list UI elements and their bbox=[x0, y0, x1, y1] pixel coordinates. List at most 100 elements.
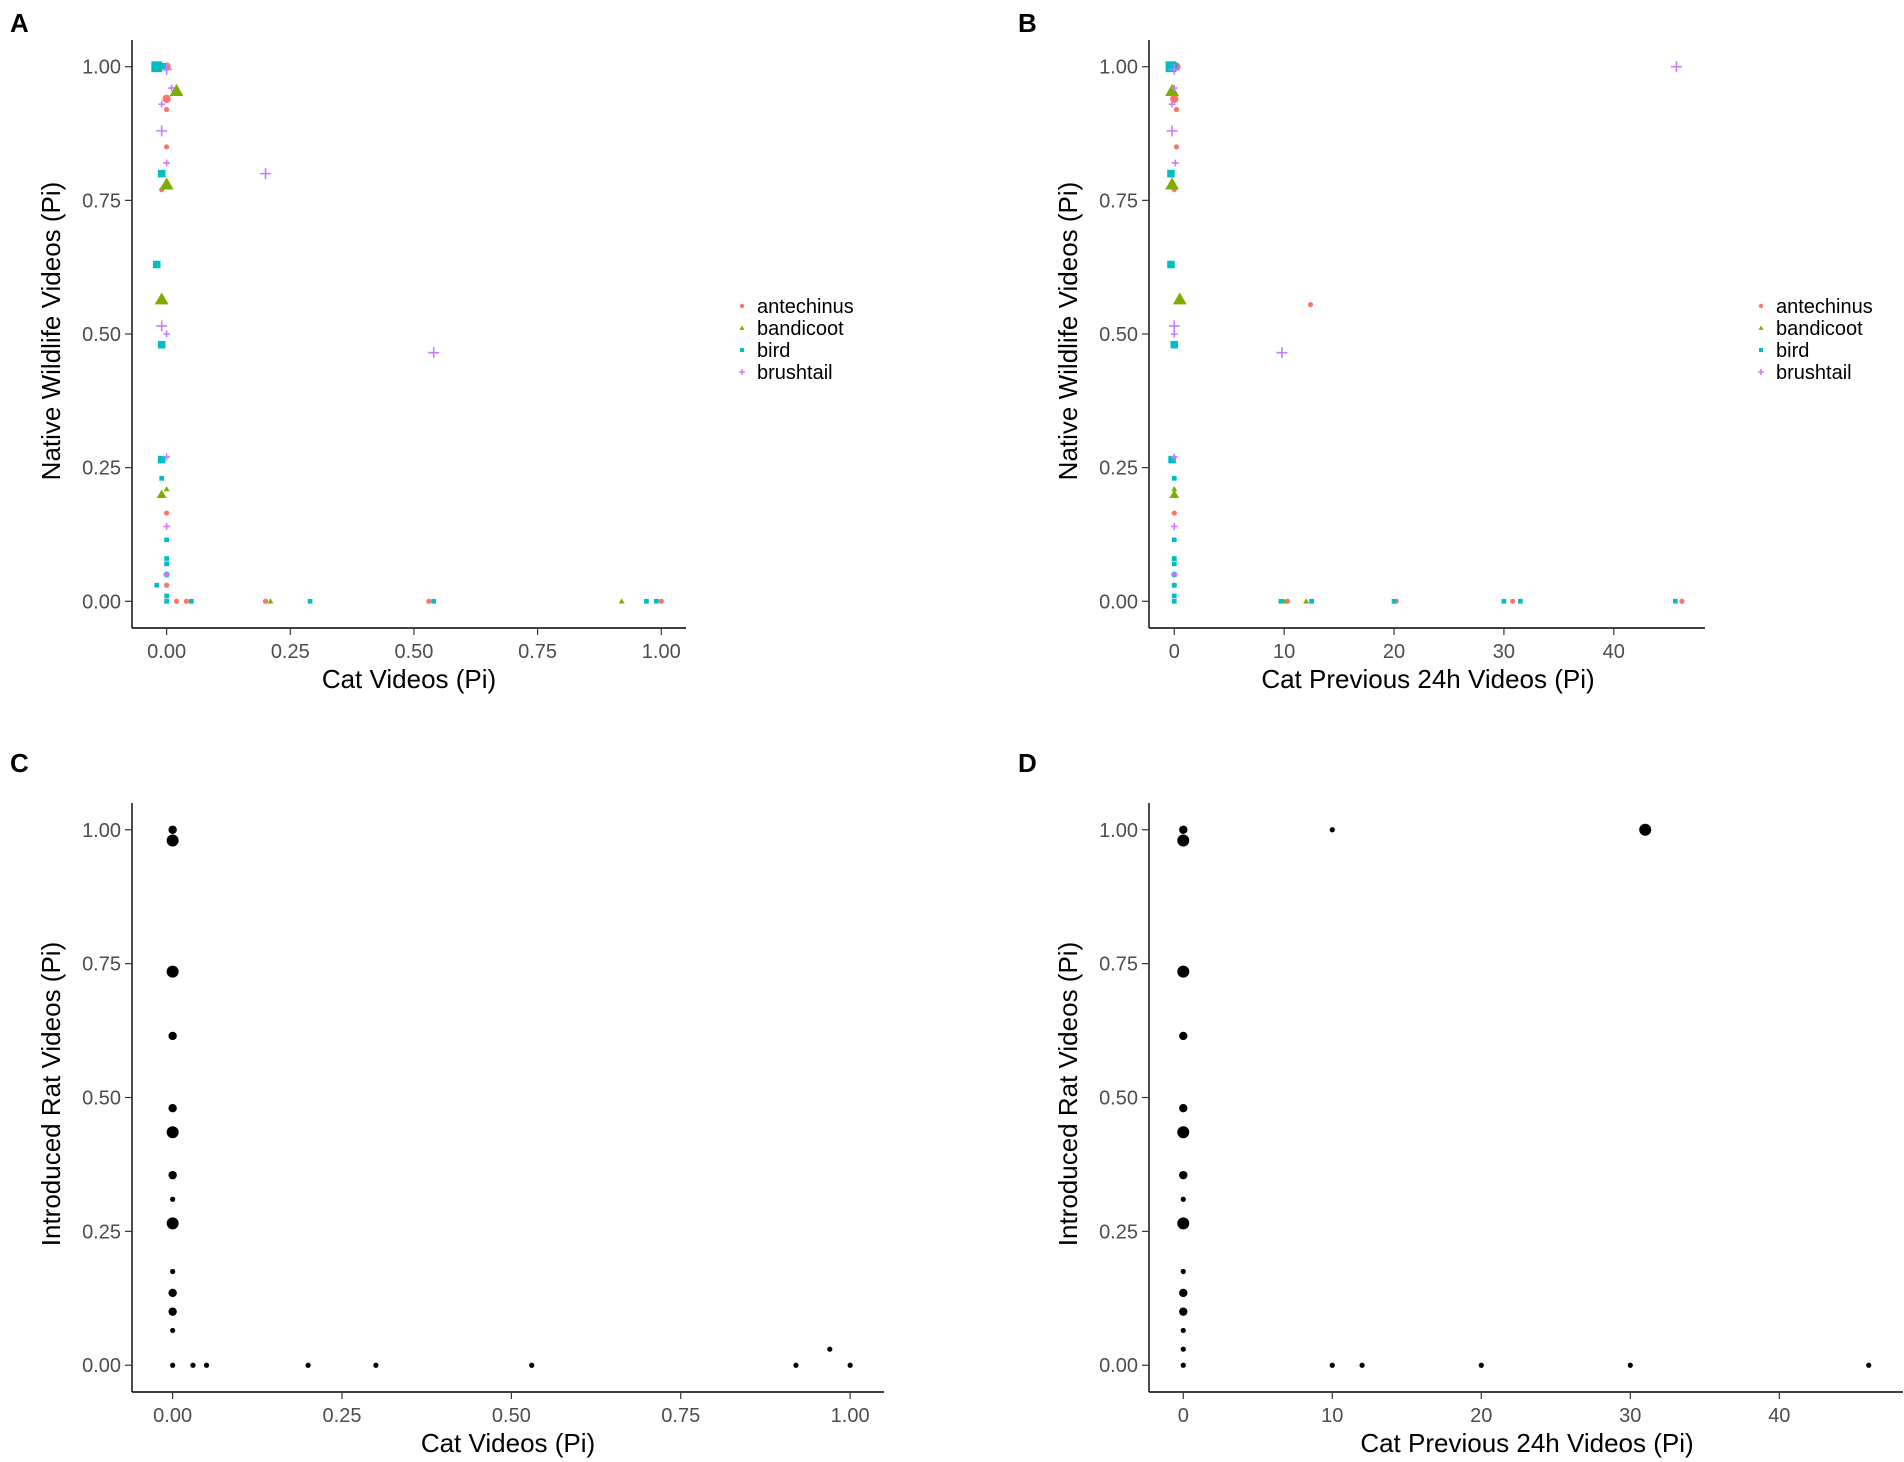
legend-key-bird bbox=[1759, 348, 1763, 352]
x-tick-label: 0.25 bbox=[271, 641, 310, 663]
data-point-bandicoot bbox=[1172, 292, 1187, 305]
data-point-bandicoot bbox=[156, 489, 167, 498]
data-point-brushtail bbox=[161, 63, 173, 75]
data-point-bird bbox=[164, 598, 169, 604]
data-point-bandicoot bbox=[1165, 177, 1179, 190]
data-point-brushtail bbox=[1170, 330, 1178, 338]
data-point-rat bbox=[1180, 1346, 1186, 1352]
legend-key-bird bbox=[740, 348, 744, 352]
data-point-bird bbox=[1171, 537, 1177, 543]
data-point-antechinus bbox=[1510, 598, 1516, 604]
data-point-antechinus bbox=[1307, 302, 1314, 308]
data-point-antechinus bbox=[1173, 144, 1180, 150]
data-point-rat bbox=[166, 834, 179, 847]
data-point-antechinus bbox=[426, 598, 432, 604]
data-point-rat bbox=[166, 1217, 179, 1230]
data-point-bird bbox=[157, 169, 166, 178]
x-tick-label: 0.25 bbox=[323, 1405, 362, 1427]
data-point-bird bbox=[164, 537, 169, 543]
data-point-rat bbox=[529, 1362, 535, 1368]
data-point-rat bbox=[827, 1346, 833, 1352]
data-point-rat bbox=[847, 1362, 853, 1368]
data-point-brushtail bbox=[1670, 61, 1682, 73]
panel-d: D Introduced Rat Videos (Pi) Cat Previou… bbox=[1018, 748, 1903, 1458]
legend-key-brushtail bbox=[739, 369, 745, 375]
data-point-rat bbox=[1179, 1307, 1188, 1316]
data-point-bird bbox=[653, 598, 659, 604]
data-point-bandicoot bbox=[169, 83, 184, 96]
y-tick-label: 0.75 bbox=[1099, 190, 1138, 212]
data-point-bird bbox=[1167, 260, 1175, 269]
data-point-rat bbox=[1179, 825, 1188, 834]
x-tick-label: 40 bbox=[1603, 641, 1625, 663]
data-point-rat bbox=[170, 1327, 176, 1334]
data-point-rat bbox=[190, 1362, 196, 1368]
x-axis-title: Cat Videos (Pi) bbox=[322, 664, 496, 694]
y-tick-label: 1.00 bbox=[82, 820, 121, 842]
data-point-antechinus bbox=[164, 144, 170, 150]
data-point-rat bbox=[1179, 1031, 1188, 1041]
y-axis-title: Native Wildlife Videos (Pi) bbox=[36, 182, 66, 481]
data-point-rat bbox=[793, 1362, 799, 1368]
data-point-antechinus bbox=[164, 510, 170, 516]
data-point-bird bbox=[1171, 582, 1177, 588]
data-point-brushtail bbox=[1166, 125, 1178, 137]
y-tick-label: 0.25 bbox=[82, 1221, 121, 1243]
data-point-bandicoot bbox=[1303, 598, 1310, 604]
x-tick-label: 20 bbox=[1383, 641, 1405, 663]
data-point-brushtail bbox=[163, 159, 171, 167]
legend: antechinus bandicoot bird brushtail bbox=[1776, 296, 1873, 384]
data-point-bird bbox=[644, 598, 649, 604]
legend-key-antechinus bbox=[1758, 303, 1764, 309]
data-point-bandicoot bbox=[267, 598, 274, 604]
data-point-antechinus bbox=[1679, 598, 1685, 604]
panel-letter-b: B bbox=[1018, 8, 1037, 38]
data-point-rat bbox=[1179, 1170, 1188, 1180]
data-point-bandicoot bbox=[1171, 486, 1178, 492]
y-tick-label: 0.25 bbox=[82, 458, 121, 480]
legend: antechinus bandicoot bird brushtail bbox=[757, 296, 854, 384]
data-point-bandicoot bbox=[1165, 83, 1179, 96]
x-tick-label: 30 bbox=[1493, 641, 1515, 663]
panel-b: B Native Wildlife Videos (Pi) Cat Previo… bbox=[1018, 8, 1873, 694]
data-point-rat bbox=[170, 1268, 176, 1275]
y-tick-label: 0.25 bbox=[1099, 458, 1138, 480]
x-tick-label: 1.00 bbox=[831, 1405, 870, 1427]
data-point-bandicoot bbox=[1169, 489, 1180, 498]
data-point-bird bbox=[1170, 340, 1179, 349]
data-point-bird bbox=[157, 455, 166, 464]
data-point-brushtail bbox=[163, 453, 171, 461]
data-point-bandicoot bbox=[154, 292, 169, 305]
data-point-brushtail bbox=[163, 571, 171, 578]
x-tick-label: 0.75 bbox=[518, 641, 557, 663]
data-point-bird bbox=[164, 561, 169, 567]
data-point-bird bbox=[307, 598, 313, 604]
x-tick-label: 0 bbox=[1169, 641, 1180, 663]
data-point-bird bbox=[164, 556, 169, 561]
x-tick-label: 0.50 bbox=[492, 1405, 531, 1427]
y-tick-label: 1.00 bbox=[1099, 57, 1138, 79]
data-point-bird bbox=[1171, 561, 1177, 567]
data-point-bird bbox=[1309, 598, 1314, 604]
y-axis-title: Introduced Rat Videos (Pi) bbox=[1053, 942, 1083, 1246]
legend-key-antechinus bbox=[739, 303, 745, 309]
data-point-brushtail bbox=[260, 168, 272, 180]
y-tick-label: 0.50 bbox=[82, 324, 121, 346]
x-tick-label: 0.00 bbox=[153, 1405, 192, 1427]
panel-letter-a: A bbox=[10, 8, 29, 38]
data-point-bird bbox=[1167, 169, 1175, 178]
data-point-rat bbox=[166, 1126, 179, 1139]
data-point-brushtail bbox=[163, 523, 171, 530]
y-tick-label: 0.00 bbox=[82, 1355, 121, 1377]
data-point-antechinus bbox=[1171, 510, 1177, 516]
data-point-rat bbox=[168, 1307, 177, 1316]
legend-label-antechinus: antechinus bbox=[1776, 296, 1873, 318]
legend-key-bandicoot bbox=[739, 325, 745, 330]
data-point-rat bbox=[1180, 1362, 1186, 1368]
x-tick-label: 30 bbox=[1619, 1405, 1641, 1427]
data-point-brushtail bbox=[1170, 84, 1178, 92]
data-point-rat bbox=[373, 1362, 379, 1368]
data-point-bird bbox=[154, 582, 160, 588]
data-point-rat bbox=[1177, 834, 1190, 847]
data-point-rat bbox=[1627, 1362, 1633, 1368]
